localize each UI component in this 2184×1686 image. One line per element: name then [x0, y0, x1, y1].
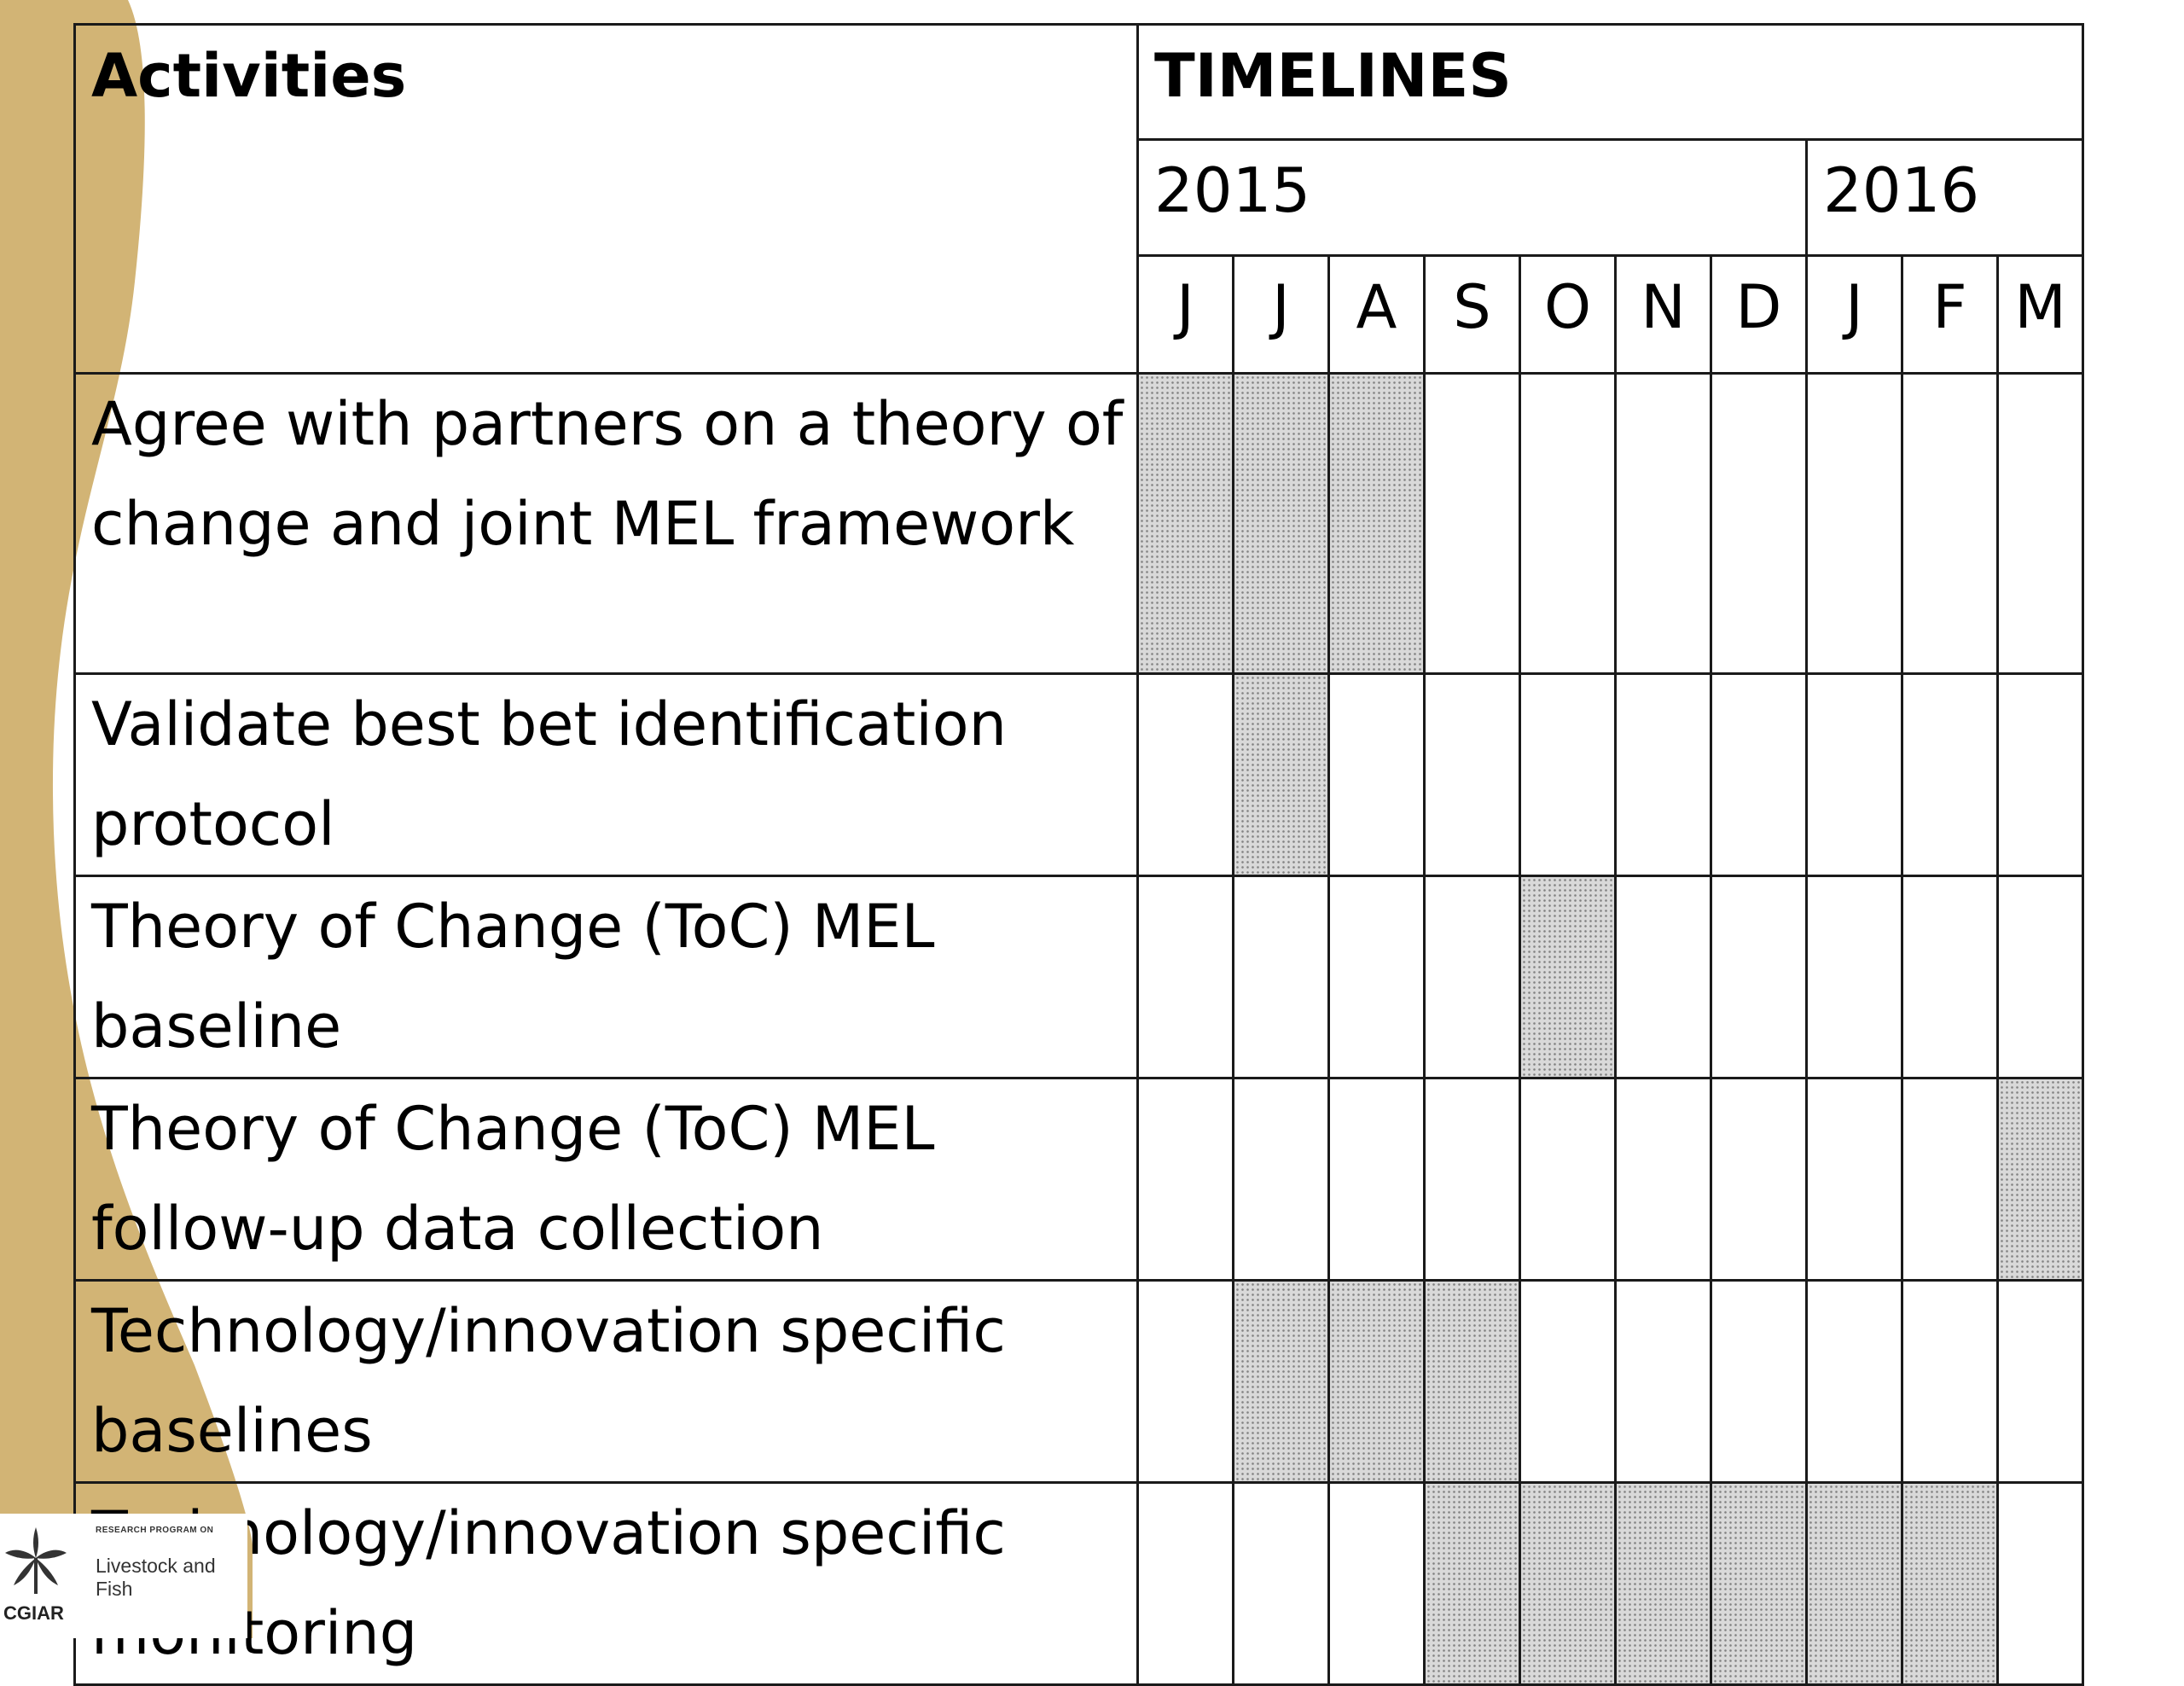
timeline-cell [1805, 875, 1903, 1079]
timeline-cell [1710, 875, 1808, 1079]
activity-row: Theory of Change (ToC) MEL baseline [73, 875, 2085, 1079]
timeline-cell [1995, 1481, 2085, 1686]
activity-row: Technology/innovation specific monitorin… [73, 1481, 2085, 1686]
timeline-cell-active [1995, 1077, 2085, 1282]
timeline-cell [1614, 372, 1712, 675]
activities-header: Activities [73, 23, 1139, 375]
timeline-cell-active [1519, 875, 1617, 1079]
timeline-cell-active [1805, 1481, 1903, 1686]
timeline-cell [1805, 1077, 1903, 1282]
timeline-cell [1423, 1077, 1521, 1282]
timeline-cell [1423, 875, 1521, 1079]
month-header: D [1710, 254, 1808, 375]
timeline-cell [1995, 372, 2085, 675]
activity-label: Theory of Change (ToC) MEL follow-up dat… [73, 1077, 1139, 1282]
timeline-cell [1614, 875, 1712, 1079]
timeline-cell [1710, 672, 1808, 877]
timeline-cell [1232, 1481, 1330, 1686]
month-header: N [1614, 254, 1712, 375]
month-header: S [1423, 254, 1521, 375]
month-header: A [1327, 254, 1426, 375]
timeline-cell-active [1901, 1481, 1999, 1686]
timeline-cell [1995, 1279, 2085, 1484]
timeline-cell [1710, 372, 1808, 675]
activity-label: Theory of Change (ToC) MEL baseline [73, 875, 1139, 1079]
timeline-cell-active [1327, 1279, 1426, 1484]
timeline-cell-active [1710, 1481, 1808, 1686]
timeline-cell [1519, 372, 1617, 675]
timeline-cell [1136, 1077, 1234, 1282]
timeline-cell [1805, 672, 1903, 877]
timeline-cell [1327, 672, 1426, 877]
timeline-cell [1136, 1481, 1234, 1686]
timeline-cell [1901, 1279, 1999, 1484]
timeline-cell [1614, 672, 1712, 877]
timeline-cell [1519, 672, 1617, 877]
month-header: J [1136, 254, 1234, 375]
month-header: J [1232, 254, 1330, 375]
program-logo: CGIAR RESEARCH PROGRAM ON Livestock and … [0, 1514, 247, 1638]
timeline-cell [1136, 1279, 1234, 1484]
timeline-cell [1710, 1279, 1808, 1484]
program-name: Livestock and Fish [96, 1555, 216, 1600]
month-header: J [1805, 254, 1903, 375]
timeline-cell [1232, 1077, 1330, 1282]
activity-row: Technology/innovation specific baselines [73, 1279, 2085, 1484]
activity-row: Agree with partners on a theory of chang… [73, 372, 2085, 675]
month-header: M [1995, 254, 2085, 375]
activity-row: Validate best bet identification protoco… [73, 672, 2085, 877]
timeline-cell [1136, 672, 1234, 877]
timeline-cell-active [1614, 1481, 1712, 1686]
timeline-cell-active [1232, 672, 1330, 877]
timeline-cell [1327, 1077, 1426, 1282]
month-header: O [1519, 254, 1617, 375]
timeline-cell [1423, 672, 1521, 877]
timeline-cell [1995, 875, 2085, 1079]
cgiar-leaf-icon [5, 1527, 67, 1594]
program-small-label: RESEARCH PROGRAM ON [96, 1526, 214, 1535]
timeline-cell-active [1423, 1481, 1521, 1686]
timeline-cell-active [1423, 1279, 1521, 1484]
timeline-cell-active [1232, 1279, 1330, 1484]
activity-row: Theory of Change (ToC) MEL follow-up dat… [73, 1077, 2085, 1282]
timelines-header: TIMELINES [1136, 23, 2085, 141]
cgiar-wordmark: CGIAR [3, 1602, 64, 1624]
header-row-timelines: Activities TIMELINES [73, 23, 2085, 375]
timeline-cell [1901, 1077, 1999, 1282]
timeline-cell [1136, 875, 1234, 1079]
year-2015-header: 2015 [1136, 138, 1808, 257]
timeline-cell [1423, 372, 1521, 675]
timeline-cell [1805, 372, 1903, 675]
timeline-cell [1710, 1077, 1808, 1282]
timeline-cell-active [1136, 372, 1234, 675]
timeline-cell [1901, 372, 1999, 675]
timeline-cell [1232, 875, 1330, 1079]
year-2016-header: 2016 [1804, 138, 2085, 257]
timeline-cell [1805, 1279, 1903, 1484]
timeline-cell [1901, 875, 1999, 1079]
timeline-cell [1519, 1279, 1617, 1484]
timeline-cell-active [1232, 372, 1330, 675]
timeline-cell [1327, 875, 1426, 1079]
activity-label: Validate best bet identification protoco… [73, 672, 1139, 877]
timeline-cell [1519, 1077, 1617, 1282]
activity-label: Technology/innovation specific baselines [73, 1279, 1139, 1484]
timeline-cell [1901, 672, 1999, 877]
timeline-cell [1995, 672, 2085, 877]
timeline-cell-active [1519, 1481, 1617, 1686]
timeline-cell [1614, 1077, 1712, 1282]
timeline-cell [1327, 1481, 1426, 1686]
header-row-years: 2015 2016 [75, 138, 2085, 257]
timeline-cell [1614, 1279, 1712, 1484]
timeline-cell-active [1327, 372, 1426, 675]
activity-label: Agree with partners on a theory of chang… [73, 372, 1139, 675]
decorative-swoosh [0, 0, 253, 1638]
month-header: F [1901, 254, 1999, 375]
